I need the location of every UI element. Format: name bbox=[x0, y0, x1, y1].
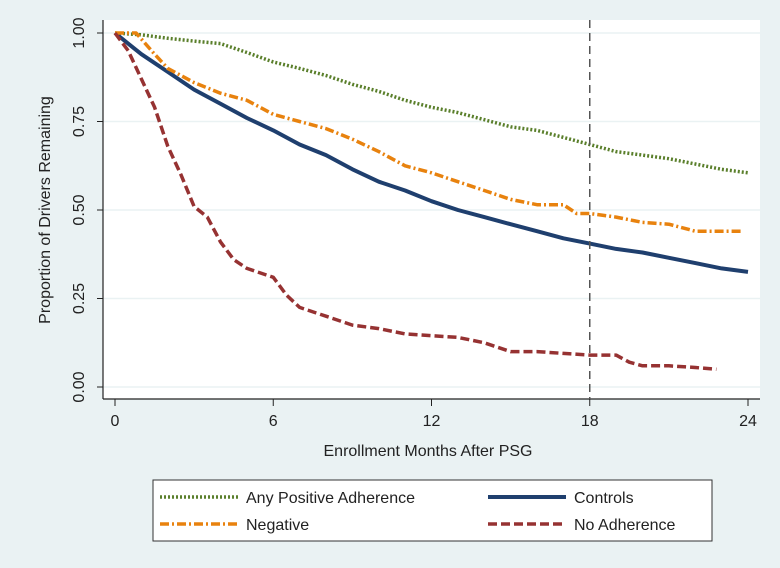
legend-label-negative: Negative bbox=[246, 517, 309, 534]
series-line-no-adherence bbox=[113, 31, 717, 372]
x-tick-label: 24 bbox=[739, 413, 757, 430]
y-tick-label: 0.25 bbox=[71, 283, 88, 314]
x-tick-label: 12 bbox=[423, 413, 441, 430]
series-line-negative bbox=[115, 31, 743, 233]
x-tick-label: 0 bbox=[111, 413, 120, 430]
series-line-controls bbox=[113, 31, 749, 274]
x-axis-label: Enrollment Months After PSG bbox=[324, 443, 533, 460]
y-tick-label: 0.50 bbox=[71, 194, 88, 225]
legend-label-controls: Controls bbox=[574, 490, 634, 507]
y-tick-label: 1.00 bbox=[71, 17, 88, 48]
y-tick-label: 0.00 bbox=[71, 371, 88, 402]
legend-label-no-adherence: No Adherence bbox=[574, 517, 676, 534]
y-tick-label: 0.75 bbox=[71, 106, 88, 137]
y-axis-label: Proportion of Drivers Remaining bbox=[37, 96, 54, 324]
x-tick-label: 6 bbox=[269, 413, 278, 430]
x-tick-label: 18 bbox=[581, 413, 599, 430]
legend-box bbox=[152, 479, 713, 542]
legend-label-any-positive-adherence: Any Positive Adherence bbox=[246, 490, 415, 507]
